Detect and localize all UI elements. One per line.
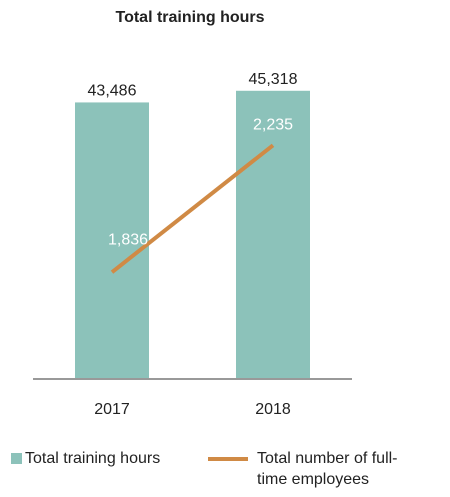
bar-value-label: 43,486 bbox=[88, 83, 137, 100]
bar bbox=[75, 102, 149, 379]
legend-swatch bbox=[208, 457, 248, 461]
bar-value-label: 45,318 bbox=[249, 71, 298, 88]
legend-item: Total training hours bbox=[11, 448, 160, 469]
x-tick-label: 2017 bbox=[94, 401, 130, 418]
legend: Total training hours Total number of ful… bbox=[0, 448, 450, 493]
bar bbox=[236, 90, 310, 379]
x-tick-label: 2018 bbox=[255, 401, 291, 418]
legend-swatch bbox=[11, 453, 22, 464]
legend-label: Total number of full-time employees bbox=[257, 450, 398, 488]
legend-label: Total training hours bbox=[25, 450, 161, 467]
chart: Total training hours 43,486 45,318 1,836 2,… bbox=[33, 9, 352, 418]
line bbox=[110, 143, 275, 274]
line-value-label: 2,235 bbox=[253, 116, 293, 133]
legend-item: Total number of full-time employees bbox=[208, 448, 407, 490]
chart-title: Total training hours bbox=[115, 9, 264, 26]
line-value-label: 1,836 bbox=[108, 231, 148, 248]
